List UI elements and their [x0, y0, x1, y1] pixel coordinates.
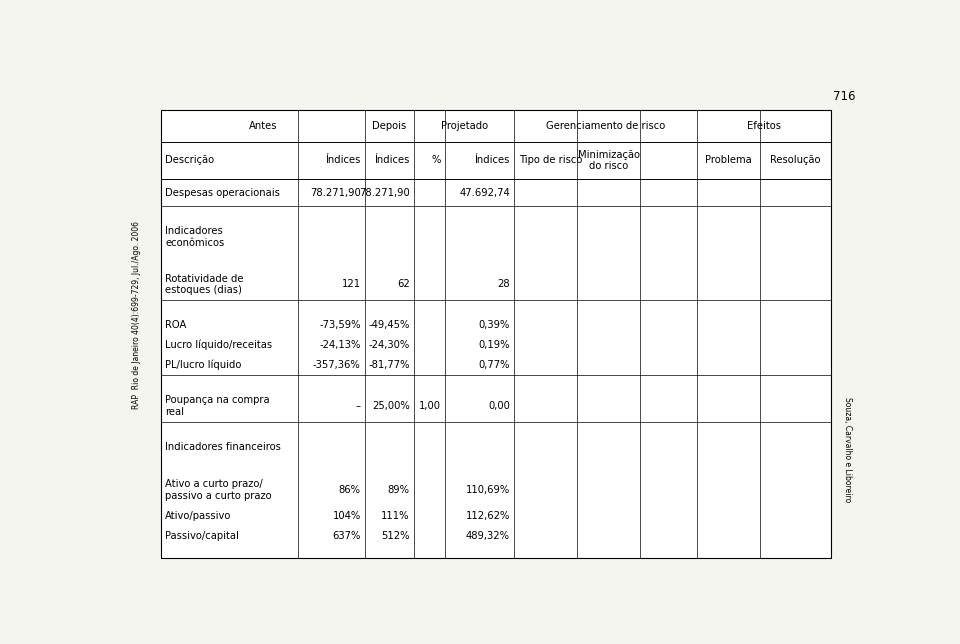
Text: Ativo a curto prazo/
passivo a curto prazo: Ativo a curto prazo/ passivo a curto pra…	[165, 479, 272, 501]
Text: Ativo/passivo: Ativo/passivo	[165, 511, 231, 521]
Text: -24,30%: -24,30%	[369, 340, 410, 350]
Text: Indicadores financeiros: Indicadores financeiros	[165, 442, 281, 451]
Text: Despesas operacionais: Despesas operacionais	[165, 187, 280, 198]
Text: Índices: Índices	[474, 155, 510, 166]
Text: 112,62%: 112,62%	[466, 511, 510, 521]
Text: 716: 716	[832, 90, 855, 102]
Text: 637%: 637%	[332, 531, 361, 541]
Text: 104%: 104%	[332, 511, 361, 521]
Text: -73,59%: -73,59%	[319, 320, 361, 330]
Text: 0,77%: 0,77%	[478, 360, 510, 370]
Text: Projetado: Projetado	[441, 120, 488, 131]
Text: 62: 62	[396, 279, 410, 289]
Text: 110,69%: 110,69%	[466, 485, 510, 495]
Text: Indicadores
econômicos: Indicadores econômicos	[165, 227, 225, 248]
Text: Lucro líquido/receitas: Lucro líquido/receitas	[165, 340, 273, 350]
Text: 25,00%: 25,00%	[372, 401, 410, 411]
Text: Minimização
do risco: Minimização do risco	[578, 149, 639, 171]
Text: 28: 28	[497, 279, 510, 289]
Text: Depois: Depois	[372, 120, 407, 131]
Text: 86%: 86%	[339, 485, 361, 495]
Text: -24,13%: -24,13%	[320, 340, 361, 350]
Text: PL/lucro líquido: PL/lucro líquido	[165, 359, 242, 370]
Text: Antes: Antes	[249, 120, 277, 131]
Text: 78.271,90: 78.271,90	[310, 187, 361, 198]
Bar	[161, 109, 830, 558]
Text: Problema: Problema	[705, 155, 752, 166]
Text: Gerenciamento de risco: Gerenciamento de risco	[546, 120, 665, 131]
Text: 121: 121	[342, 279, 361, 289]
Text: -49,45%: -49,45%	[369, 320, 410, 330]
Text: 0,00: 0,00	[488, 401, 510, 411]
Text: Souza, Carvalho e Liboreiro: Souza, Carvalho e Liboreiro	[843, 397, 852, 502]
Text: Passivo/capital: Passivo/capital	[165, 531, 239, 541]
Text: Poupança na compra
real: Poupança na compra real	[165, 395, 270, 417]
Text: -81,77%: -81,77%	[368, 360, 410, 370]
Text: 111%: 111%	[381, 511, 410, 521]
Text: Descrição: Descrição	[165, 155, 214, 166]
Text: –: –	[356, 401, 361, 411]
Text: 489,32%: 489,32%	[466, 531, 510, 541]
Text: -357,36%: -357,36%	[313, 360, 361, 370]
Text: ROA: ROA	[165, 320, 187, 330]
Bar	[161, 109, 830, 558]
Text: 0,39%: 0,39%	[479, 320, 510, 330]
Text: Índices: Índices	[374, 155, 410, 166]
Text: Resolução: Resolução	[770, 155, 821, 166]
Text: RAP  Rio de Janeiro 40(4):699-729, Jul./Ago. 2006: RAP Rio de Janeiro 40(4):699-729, Jul./A…	[132, 222, 141, 410]
Text: 78.271,90: 78.271,90	[359, 187, 410, 198]
Text: 512%: 512%	[381, 531, 410, 541]
Text: 89%: 89%	[388, 485, 410, 495]
Text: 47.692,74: 47.692,74	[459, 187, 510, 198]
Text: Efeitos: Efeitos	[747, 120, 780, 131]
Text: 1,00: 1,00	[419, 401, 441, 411]
Text: Índices: Índices	[325, 155, 361, 166]
Text: 0,19%: 0,19%	[478, 340, 510, 350]
Text: Tipo de risco: Tipo de risco	[519, 155, 583, 166]
Text: %: %	[432, 155, 441, 166]
Text: Rotatividade de
estoques (dias): Rotatividade de estoques (dias)	[165, 274, 244, 295]
